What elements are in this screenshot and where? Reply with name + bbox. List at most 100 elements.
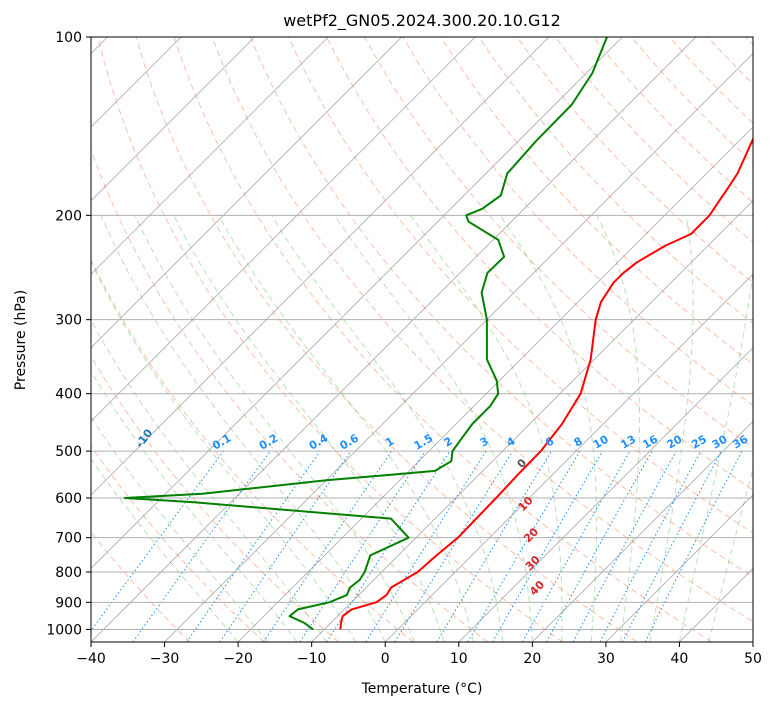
dry-adiabat-line xyxy=(287,37,753,534)
y-tick-label: 600 xyxy=(55,491,82,507)
dewpoint-profile xyxy=(123,37,608,631)
dry-adiabat-line xyxy=(440,37,753,365)
isotherm-line xyxy=(91,37,329,275)
mixing-ratio-label: 1 xyxy=(383,435,396,450)
x-axis: −40 −30 −20 −10 0 10 20 30 40 50 xyxy=(76,642,762,667)
moist-adiabat-line xyxy=(134,215,416,642)
mixing-ratio-label: 16 xyxy=(640,432,660,451)
x-tick-label: −20 xyxy=(223,651,253,667)
isotherm-line xyxy=(91,37,623,570)
dry-adiabat-line xyxy=(91,445,265,642)
x-tick-label: 10 xyxy=(450,651,468,667)
mixing-ratio-label: 30 xyxy=(710,432,730,451)
dry-adiabat-line xyxy=(478,37,753,324)
x-tick-label: −10 xyxy=(297,651,327,667)
isotherm-line xyxy=(384,273,753,642)
isotherm-line xyxy=(91,37,697,642)
line-labels: 0.10.20.40.611.52346810131620253036-100-… xyxy=(133,426,751,598)
moist-adiabat-line xyxy=(334,215,533,642)
moist-adiabat-label: 40 xyxy=(527,578,547,598)
mixing-ratio-line xyxy=(394,450,514,642)
dry-adiabat-line xyxy=(554,37,753,244)
isotherm-line xyxy=(458,347,753,642)
moist-adiabat-label: 10 xyxy=(516,494,536,514)
mixing-ratio-line xyxy=(132,450,271,642)
mixing-ratio-label: 20 xyxy=(665,432,685,451)
dry-adiabat-line xyxy=(592,37,753,204)
mixing-ratio-line xyxy=(326,450,451,642)
mixing-ratio-line xyxy=(644,450,743,642)
y-tick-label: 300 xyxy=(55,313,82,329)
chart-title: wetPf2_GN05.2024.300.20.10.G12 xyxy=(283,11,561,31)
mixing-ratio-label: 1.5 xyxy=(412,432,435,453)
dry-adiabat-line xyxy=(745,37,753,46)
x-tick-label: 40 xyxy=(671,651,689,667)
pressure-gridlines xyxy=(91,37,753,630)
dry-adiabat-line xyxy=(91,355,340,642)
mixing-ratio-label: 13 xyxy=(618,433,638,452)
x-axis-title: Temperature (°C) xyxy=(361,681,483,697)
dry-adiabat-line xyxy=(516,37,753,284)
mixing-ratio-label: 0.4 xyxy=(307,431,331,452)
dry-adiabat-label: -10 xyxy=(133,426,156,450)
y-axis-title: Pressure (hPa) xyxy=(13,290,29,390)
moist-adiabat-label: 0 xyxy=(515,456,530,471)
dry-adiabat-line xyxy=(91,148,489,642)
profile-lines xyxy=(123,37,753,631)
moist-adiabat-label: 20 xyxy=(521,525,541,545)
mixing-ratio-line xyxy=(299,450,426,642)
dry-adiabat-line xyxy=(211,37,753,623)
isotherm-line xyxy=(164,52,753,642)
mixing-ratio-label: 6 xyxy=(543,434,556,449)
dry-adiabat-line xyxy=(249,37,753,578)
mixing-ratio-label: 36 xyxy=(730,432,750,451)
temperature-profile xyxy=(339,136,753,630)
moist-adiabat-line xyxy=(91,319,327,642)
mixing-ratio-label: 0.1 xyxy=(210,432,233,453)
isotherm-line xyxy=(532,420,753,642)
moist-adiabat-line xyxy=(596,215,641,642)
moist-adiabat-line xyxy=(91,370,298,642)
dry-adiabat-line xyxy=(707,37,753,85)
isotherm-line xyxy=(91,37,476,422)
isotherm-line xyxy=(91,37,550,496)
moist-adiabat-line xyxy=(91,416,268,642)
isotherm-line xyxy=(91,37,255,202)
moist-adiabat-line xyxy=(91,260,357,642)
mixing-ratio-line xyxy=(599,450,702,642)
mixing-ratio-line xyxy=(365,450,487,642)
moist-adiabat-label: 30 xyxy=(523,553,543,573)
mixing-ratio-line xyxy=(91,450,224,632)
mixing-ratio-label: 25 xyxy=(689,433,709,452)
x-tick-label: −30 xyxy=(150,651,180,667)
moist-adiabat-line xyxy=(173,215,445,642)
isotherm-line xyxy=(605,494,753,642)
dry-adiabat-line xyxy=(326,37,753,491)
mixing-ratio-line xyxy=(186,450,321,642)
dry-adiabat-line xyxy=(173,37,713,642)
background-lines xyxy=(91,37,753,642)
mixing-ratio-label: 3 xyxy=(478,435,491,450)
mixing-ratio-line xyxy=(467,450,581,642)
moist-adiabat-line xyxy=(218,215,474,642)
moist-adiabat-line xyxy=(410,215,563,642)
moist-adiabat-line xyxy=(678,269,753,642)
y-axis: 100 200 300 400 500 600 700 800 900 1000 xyxy=(46,30,91,638)
y-tick-label: 900 xyxy=(55,595,82,611)
mixing-ratio-line xyxy=(219,450,352,642)
x-tick-label: 20 xyxy=(523,651,541,667)
x-tick-label: 0 xyxy=(381,651,390,667)
moist-adiabat-line xyxy=(708,467,753,642)
y-tick-label: 100 xyxy=(55,30,82,46)
dry-adiabat-line xyxy=(91,258,414,642)
y-tick-label: 400 xyxy=(55,387,82,403)
mixing-ratio-line xyxy=(522,450,631,642)
y-tick-label: 1000 xyxy=(46,622,82,638)
mixing-ratio-line xyxy=(546,450,653,642)
moist-adiabat-line xyxy=(499,215,598,642)
mixing-ratio-label: 10 xyxy=(591,432,611,451)
y-tick-label: 500 xyxy=(55,444,82,460)
x-tick-label: 30 xyxy=(597,651,615,667)
y-tick-label: 800 xyxy=(55,565,82,581)
y-tick-label: 700 xyxy=(55,531,82,547)
